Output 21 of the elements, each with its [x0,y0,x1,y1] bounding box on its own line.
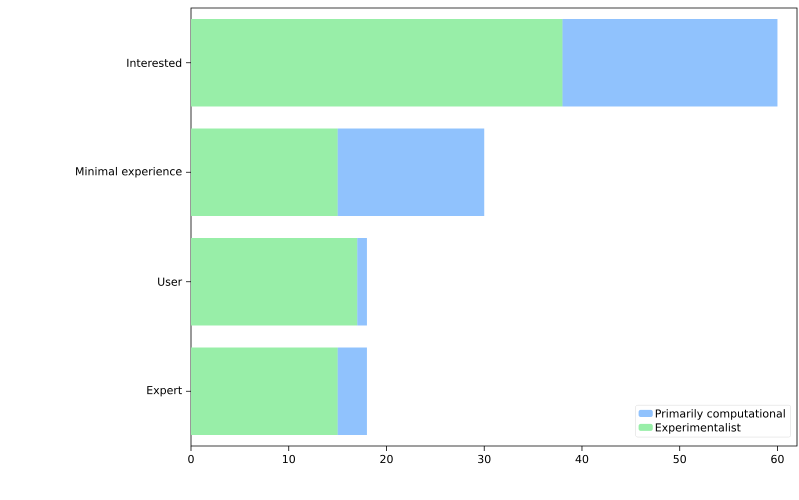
legend-label: Primarily computational [656,409,785,420]
bar [338,347,367,436]
x-tick-label: 40 [576,454,588,464]
y-tick-label: Minimal experience [76,166,182,178]
y-tick-label: User [158,278,182,286]
bar [338,128,484,216]
bar [191,18,562,107]
y-tick-label: Expert [147,386,182,396]
x-tick-label: 0 [188,454,194,464]
bar [191,347,338,436]
x-tick-label: 20 [380,454,393,464]
bar [562,18,778,107]
x-tick-label: 60 [771,454,784,464]
bar [191,238,358,326]
y-tick-label: Interested [127,58,182,67]
bar [357,238,367,326]
x-tick-label: 30 [478,454,490,464]
legend-label: Experimentalist [656,423,741,434]
x-tick-label: 50 [674,454,686,464]
bar [191,128,338,216]
x-tick-label: 10 [282,454,295,464]
